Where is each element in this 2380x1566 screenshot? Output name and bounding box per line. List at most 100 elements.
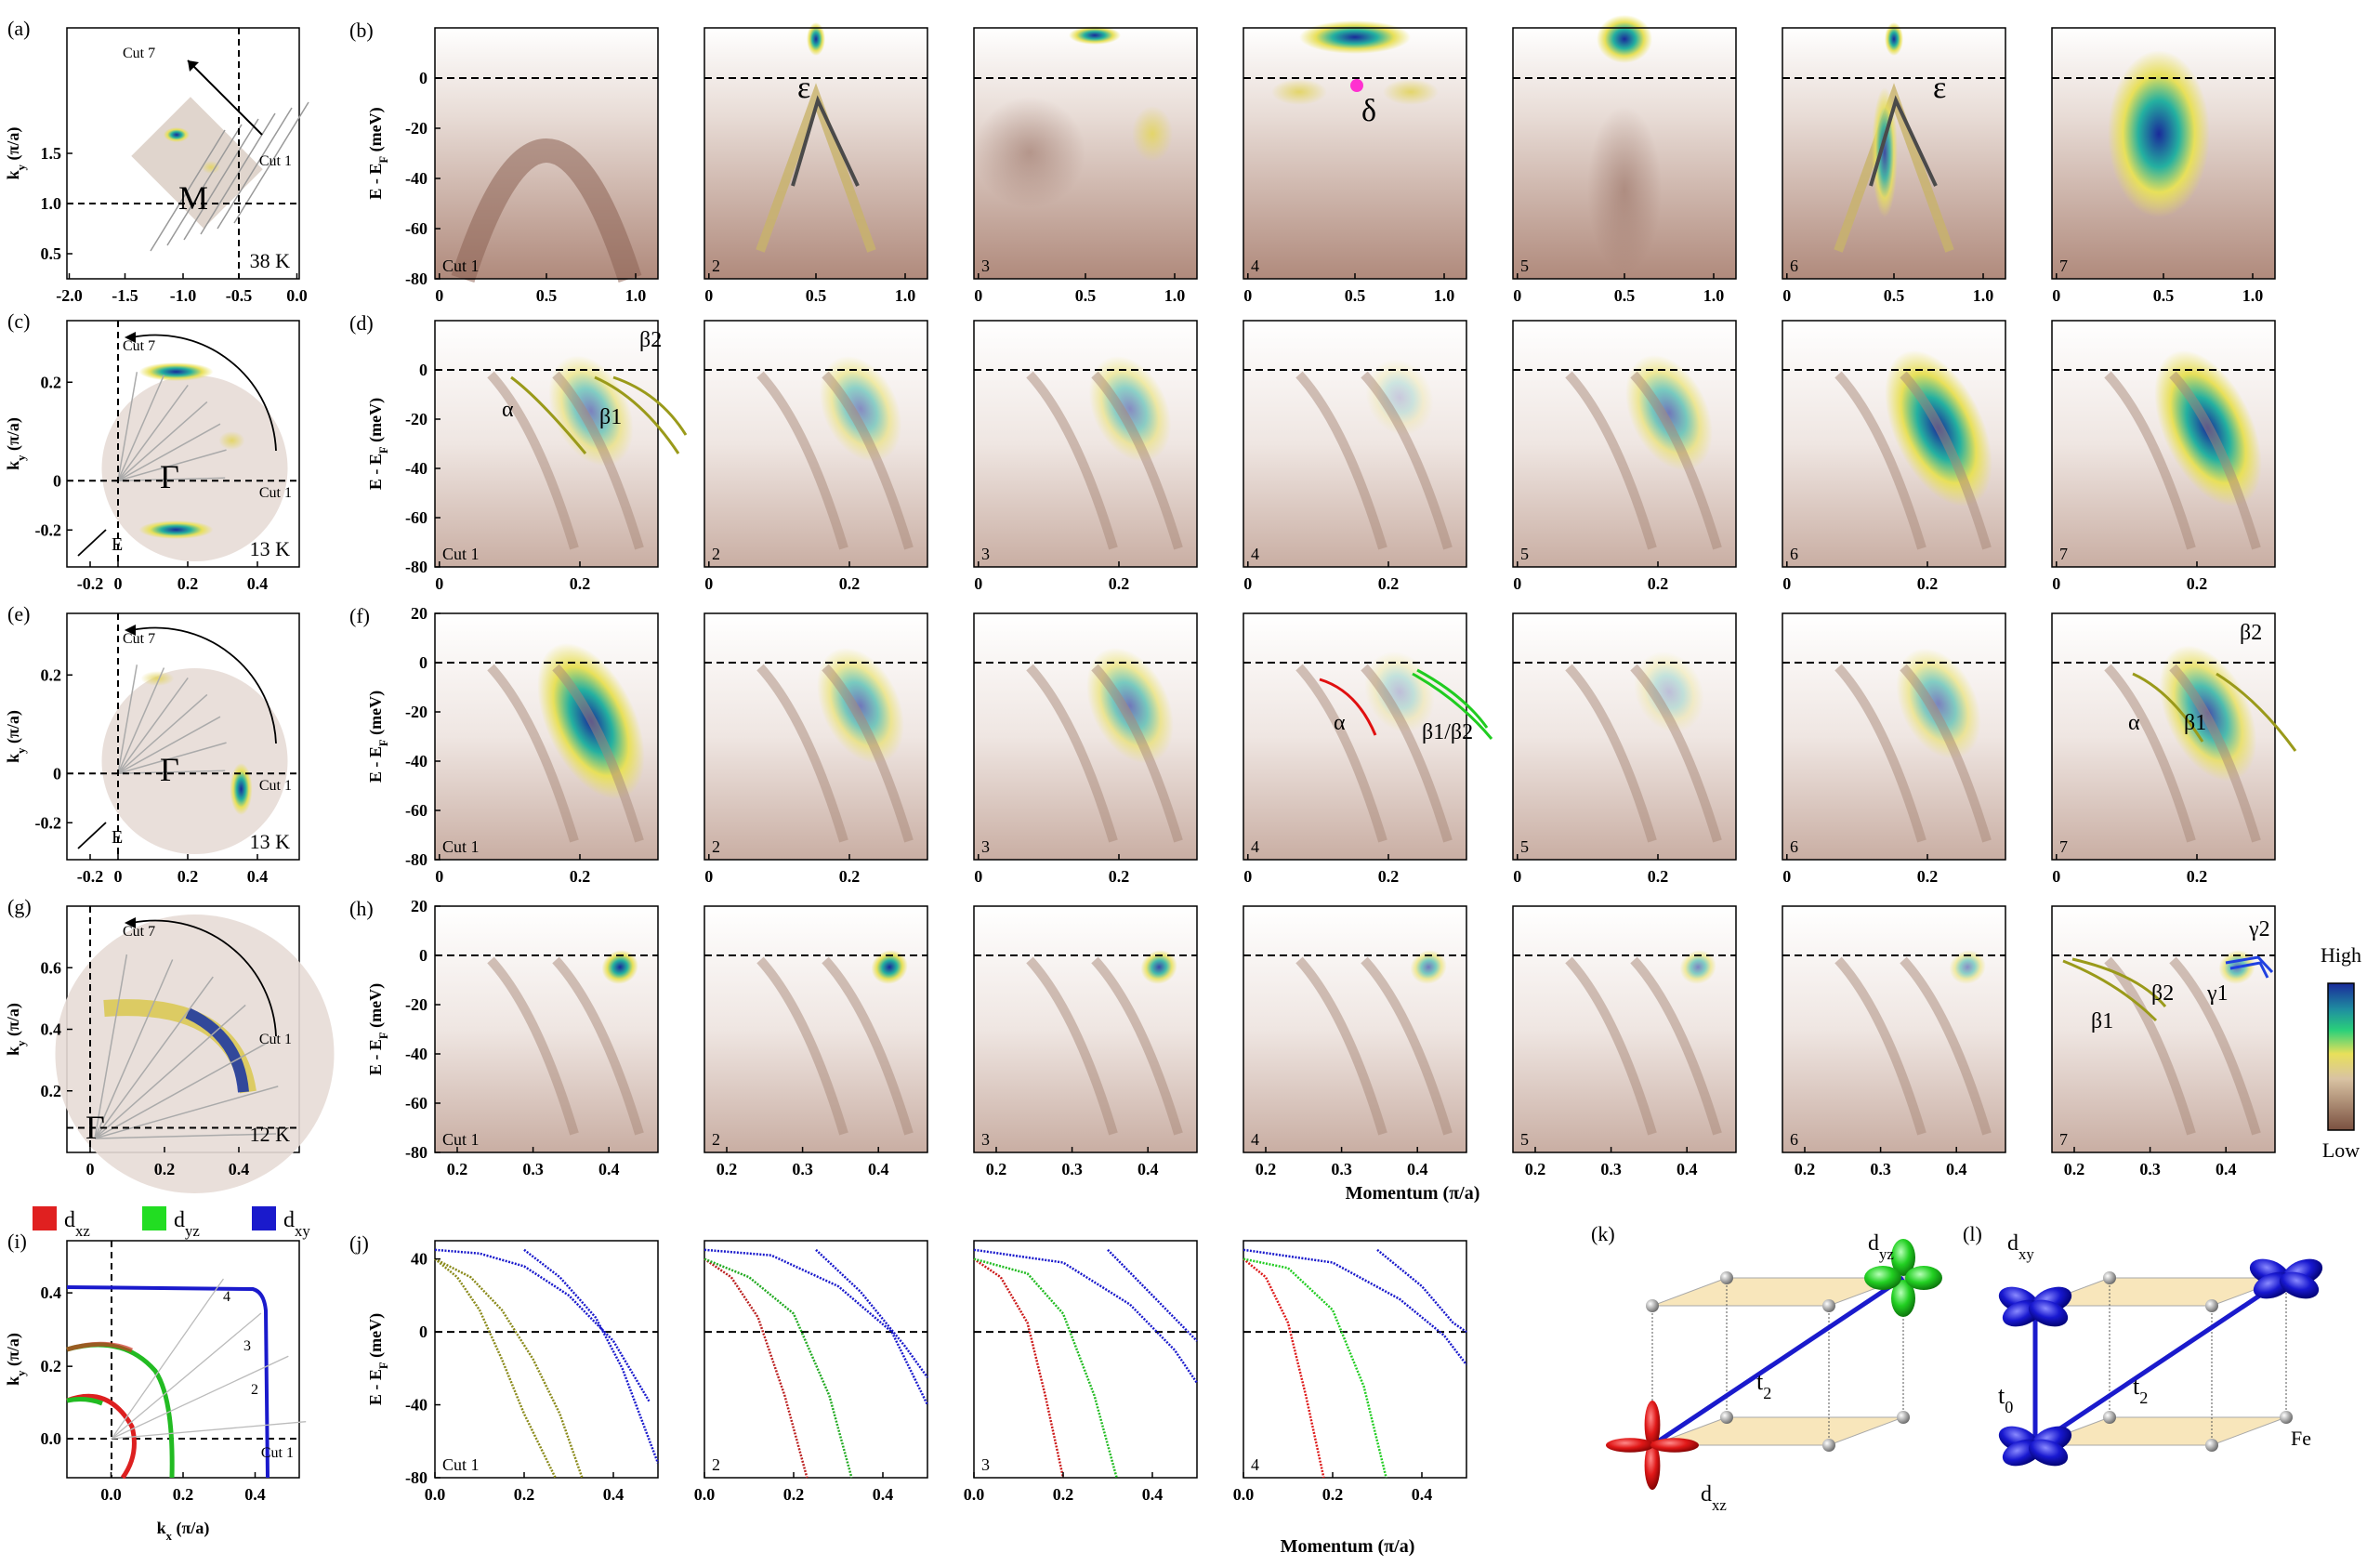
band-intensity [552, 664, 644, 843]
band-guide-gamma [2225, 955, 2274, 974]
dxy-orbital-lobe [2279, 1271, 2320, 1299]
arpes-panel: 0 0.27 [2051, 612, 2276, 886]
x-tick-label: 0.4 [2216, 1160, 2237, 1178]
cut-label: 6 [1790, 1130, 1798, 1149]
panel-frame [973, 612, 1198, 861]
x-tick-label: -1.5 [112, 286, 138, 305]
orbital-label-dxy: dxy [2007, 1231, 2034, 1263]
band-intensity [1900, 371, 1992, 550]
band-intensity [1091, 664, 1183, 843]
spectrum-background [435, 906, 658, 1152]
x-tick-label: 0.2 [570, 574, 591, 593]
dxz-orbital-lobe [1650, 1438, 1699, 1453]
model-band-curve [434, 1248, 651, 1402]
panel-frame [1243, 612, 1467, 861]
x-tick-label: 0.2 [1378, 867, 1400, 886]
x-tick-label: 0 [974, 867, 982, 886]
panel-frame [703, 320, 928, 568]
panel-letter: (k) [1591, 1222, 1615, 1245]
x-tick-label: 0 [1243, 286, 1252, 305]
x-tick-label: 0.2 [2187, 867, 2208, 886]
band-intensity [2169, 956, 2261, 1136]
band-intensity [552, 371, 644, 550]
cut-arrow-head [125, 332, 136, 343]
panel-frame [703, 612, 928, 861]
band-guide-beta1 [2216, 672, 2297, 752]
band-intensity [2104, 371, 2196, 550]
lattice-atom [2205, 1299, 2218, 1312]
intensity-blob [1587, 106, 1662, 273]
x-tick-label: 0.3 [1870, 1160, 1891, 1178]
arpes-panel: 0.2 0.3 0.4 5 [1512, 905, 1737, 1178]
x-tick-label: 0.2 [447, 1160, 468, 1178]
cut-top-label: Cut 7 [123, 924, 155, 940]
temperature-label: 38 K [250, 249, 291, 272]
band-intensity [1900, 664, 1992, 843]
cut-line [111, 1355, 289, 1440]
arpes-panel: 0 0.5 1.0 4 [1243, 20, 1467, 305]
cut-top-label: Cut 7 [123, 631, 155, 647]
band-label-beta1: β1 [599, 405, 622, 429]
arpes-panel: 0 0.27 [2051, 320, 2276, 593]
band-intensity [451, 138, 642, 283]
arpes-panel: 0.2 0.3 0.4 4 [1243, 905, 1467, 1178]
y-tick-label: 1.5 [41, 144, 62, 163]
band-intensity [1834, 83, 1954, 253]
cut-arrow-head [188, 60, 199, 72]
x-tick-label: 0 [974, 574, 982, 593]
model-band-curve [1243, 1257, 1325, 1479]
y-tick-label: -0.2 [35, 520, 62, 539]
spectrum-background [1513, 613, 1736, 860]
x-tick-label: 0.0 [100, 1485, 122, 1504]
x-tick-label: 0.3 [2139, 1160, 2161, 1178]
band-intensity [1295, 371, 1387, 550]
hotspot [807, 22, 825, 56]
fermi-surface-maps-layer: Cut 7 Cut 1 38 K M -2.0 -1.5 -1.0 -0.5 0.0 0.5 1.0… [4, 17, 335, 1193]
x-tick-label: 0.2 [717, 1160, 738, 1178]
hopping-line [2033, 1275, 2288, 1448]
x-tick-label: 0.2 [1322, 1485, 1344, 1504]
band-guide-beta2 [2071, 957, 2167, 1007]
panel-frame [1782, 320, 2006, 568]
orbital-legend-label: dxy [283, 1208, 310, 1240]
y-tick-label: 0.4 [41, 1283, 62, 1302]
panel-letter: (l) [1963, 1222, 1982, 1245]
x-tick-label: 0 [2052, 286, 2060, 305]
band-intensity [2169, 371, 2261, 550]
y-tick-label: -20 [405, 119, 427, 138]
y-tick-label: 0 [53, 471, 61, 490]
hotspot [1410, 950, 1447, 984]
band-label-gamma1: γ1 [2206, 981, 2229, 1006]
arpes-panel: 0.2 0.3 0.4 6 [1782, 905, 2006, 1178]
arpes-panel: 0 0.23 [973, 612, 1198, 886]
cut-line [117, 401, 208, 481]
x-tick-label: 0 [704, 867, 713, 886]
arpes-panel: 0 0.5 1.0 5 [1512, 15, 1737, 305]
map-region [55, 915, 335, 1193]
band-label-alpha: α [1334, 711, 1346, 735]
lattice-atom [2280, 1411, 2293, 1424]
cut-label: Cut 1 [442, 257, 480, 275]
band-intensity [1026, 664, 1118, 843]
x-tick-label: 0.4 [247, 867, 269, 886]
dxy-contour [66, 1285, 270, 1479]
band-intensity [1091, 371, 1183, 550]
polarization-arrow [77, 822, 107, 849]
x-tick-label: 0.4 [1142, 1485, 1164, 1504]
model-band-curve [973, 1248, 1199, 1384]
x-tick-label: 0.2 [1648, 867, 1669, 886]
polarization-arrow [77, 529, 107, 557]
arpes-panel: 0 0.2 Cut 1 [434, 320, 659, 593]
y-tick-label: -60 [405, 508, 427, 527]
cut-arrow-head [125, 625, 136, 636]
y-tick-label: 0.2 [41, 665, 62, 684]
cut-line [111, 1278, 224, 1440]
x-tick-label: 0.2 [839, 867, 861, 886]
spectrum-background [1243, 613, 1466, 860]
x-tick-label: 0.5 [1075, 286, 1097, 305]
map-arc [185, 1007, 249, 1093]
dyz-dxz-contour [66, 1341, 133, 1353]
cut-label: 3 [981, 257, 990, 275]
fermi-surface-panel: Cut 7 Cut 1 12 K Γ 0 0.2 0.4 0.2 0.4 0.6 ky (π/a) (… [4, 895, 335, 1193]
